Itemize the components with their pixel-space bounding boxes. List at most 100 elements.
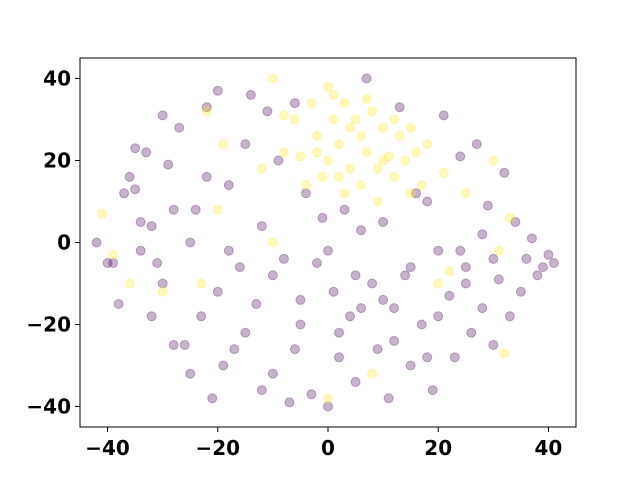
data-point <box>499 167 510 178</box>
data-point <box>405 360 416 371</box>
data-point <box>504 212 515 223</box>
data-point <box>323 81 333 92</box>
data-point <box>438 110 449 121</box>
y-tick-label: −40 <box>26 395 71 419</box>
data-point <box>378 294 389 305</box>
y-tick-label: 0 <box>57 231 71 255</box>
y-axis-ticks: −40 −20 0 20 40 <box>26 67 80 419</box>
data-point <box>372 163 383 174</box>
data-point <box>438 167 449 178</box>
data-point <box>493 274 504 285</box>
data-point <box>361 73 372 84</box>
data-point <box>433 278 444 289</box>
data-point <box>488 155 499 166</box>
data-point <box>267 237 278 248</box>
data-point <box>240 139 251 150</box>
data-point <box>278 147 289 158</box>
data-point <box>444 290 455 301</box>
data-point <box>422 139 433 150</box>
data-point <box>234 262 245 273</box>
data-point <box>493 245 504 256</box>
data-point <box>537 262 548 273</box>
data-point <box>499 348 510 359</box>
data-point <box>460 278 471 289</box>
data-point <box>256 385 267 396</box>
data-point <box>295 319 306 330</box>
data-point <box>455 245 466 256</box>
data-point <box>256 163 267 174</box>
data-point <box>146 311 157 322</box>
data-point <box>367 106 378 117</box>
data-point <box>367 278 378 289</box>
data-point <box>372 196 383 207</box>
data-point <box>323 245 333 256</box>
data-point <box>345 311 356 322</box>
data-point <box>311 147 322 158</box>
data-point <box>141 147 152 158</box>
data-point <box>218 360 229 371</box>
data-point <box>91 237 102 248</box>
data-point <box>295 294 306 305</box>
data-point <box>405 262 416 273</box>
data-point <box>449 352 460 363</box>
data-point <box>389 171 400 182</box>
data-point <box>367 368 378 379</box>
data-point <box>300 188 311 199</box>
data-point <box>119 188 130 199</box>
data-point <box>328 114 339 125</box>
data-point <box>179 340 190 350</box>
x-tick-label: −20 <box>195 436 240 460</box>
data-point <box>521 253 532 264</box>
data-point <box>124 278 135 289</box>
data-point <box>130 143 141 154</box>
data-point <box>223 180 234 191</box>
data-point <box>212 204 223 215</box>
data-point <box>548 258 559 268</box>
data-point <box>345 163 356 174</box>
data-point <box>267 270 278 281</box>
data-point <box>334 327 345 338</box>
data-point <box>504 311 515 322</box>
data-point <box>300 180 311 191</box>
data-point <box>289 98 300 109</box>
data-point <box>361 94 372 104</box>
data-point <box>157 278 168 289</box>
data-point <box>284 397 295 408</box>
data-point <box>510 217 521 227</box>
data-point <box>416 319 427 330</box>
data-point <box>323 401 333 412</box>
data-point <box>334 352 345 363</box>
data-point <box>146 221 157 232</box>
data-point <box>124 171 135 182</box>
data-point <box>416 180 427 191</box>
data-point <box>405 122 416 133</box>
data-point <box>262 106 273 117</box>
data-point <box>102 258 113 268</box>
data-point <box>389 303 400 314</box>
data-point <box>455 151 466 162</box>
data-point <box>157 110 168 121</box>
data-point <box>295 151 306 162</box>
data-point <box>273 155 284 166</box>
data-point <box>515 286 526 297</box>
data-point <box>245 89 256 100</box>
data-point <box>163 159 174 170</box>
data-point <box>223 245 234 256</box>
data-point <box>427 385 438 396</box>
data-point <box>311 258 322 268</box>
data-point <box>433 245 444 256</box>
data-point <box>196 278 207 289</box>
data-point <box>207 393 218 404</box>
data-point <box>405 188 416 199</box>
data-point <box>334 139 345 150</box>
data-point <box>471 139 482 150</box>
data-point <box>345 122 356 133</box>
data-point <box>113 299 124 309</box>
data-point <box>201 106 212 117</box>
data-point <box>190 204 201 215</box>
x-tick-label: 0 <box>321 436 335 460</box>
data-point <box>152 258 163 268</box>
data-point <box>201 171 212 182</box>
data-point <box>339 98 350 109</box>
